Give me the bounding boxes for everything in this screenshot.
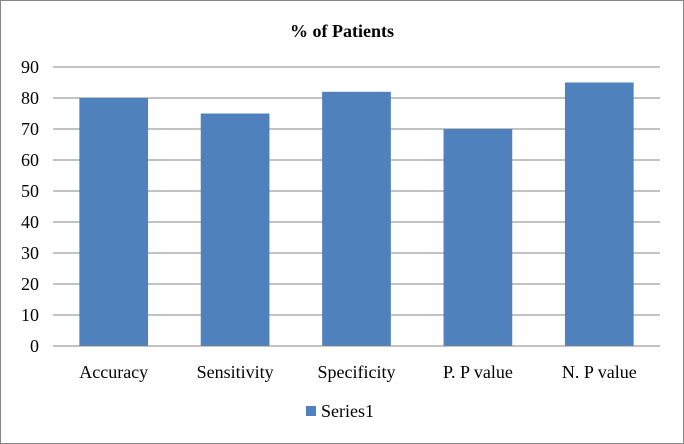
- bars: [79, 82, 634, 346]
- bar-p-p-value: [443, 129, 513, 346]
- y-tick-label: 30: [21, 243, 39, 263]
- bar-n-p-value: [564, 82, 634, 346]
- x-category-label: Specificity: [318, 362, 396, 382]
- y-axis-ticks: 0 10 20 30 40 50 60 70 80 90: [21, 57, 39, 356]
- y-tick-label: 20: [21, 274, 39, 294]
- legend-label-series1: Series1: [321, 401, 374, 421]
- x-category-label: P. P value: [443, 362, 513, 382]
- y-tick-label: 80: [21, 88, 39, 108]
- y-tick-label: 50: [21, 181, 39, 201]
- y-tick-label: 60: [21, 150, 39, 170]
- y-tick-label: 70: [21, 119, 39, 139]
- y-tick-label: 0: [30, 336, 39, 356]
- x-axis-categories: Accuracy Sensitivity Specificity P. P value…: [79, 362, 636, 382]
- x-category-label: N. P value: [562, 362, 637, 382]
- chart-title: % of Patients: [290, 21, 394, 41]
- y-tick-label: 90: [21, 57, 39, 77]
- bar-accuracy: [79, 98, 149, 346]
- bar-sensitivity: [200, 113, 270, 346]
- y-tick-label: 40: [21, 212, 39, 232]
- y-tick-label: 10: [21, 305, 39, 325]
- legend-swatch-series1: [306, 406, 316, 416]
- x-category-label: Sensitivity: [197, 362, 274, 382]
- x-category-label: Accuracy: [79, 362, 148, 382]
- legend: Series1: [306, 401, 374, 421]
- bar-specificity: [322, 91, 391, 346]
